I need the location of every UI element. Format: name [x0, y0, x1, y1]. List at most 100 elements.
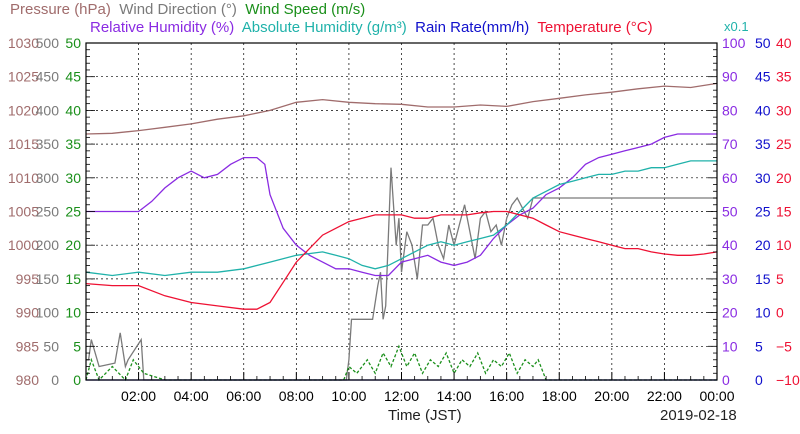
- rain-rate-tick-label: 30: [755, 170, 771, 186]
- pressure-tick-label: 1000: [8, 237, 39, 253]
- tick-labels: 02:00 04:00 06:00 08:00 10:00 12:00 14:00 16:00…: [8, 35, 800, 404]
- wind-speed-tick-label: 10: [65, 305, 81, 321]
- temperature-tick-label: 10: [776, 237, 792, 253]
- temperature-tick-label: −10: [776, 372, 800, 388]
- wind-direction-tick-label: 300: [36, 170, 60, 186]
- gridlines: [86, 43, 717, 380]
- x-axis-title: Time (JST): [388, 407, 462, 424]
- rain-rate-tick-label: 10: [755, 305, 771, 321]
- relative-humidity-tick-label: 0: [722, 372, 730, 388]
- wind-direction-tick-label: 100: [36, 305, 60, 321]
- wind-speed-tick-label: 45: [65, 69, 81, 85]
- wind-direction-tick-label: 500: [36, 35, 60, 51]
- series-pressure-hpa: [85, 82, 718, 135]
- pressure-tick-label: 1030: [8, 35, 39, 51]
- x-tick-label: 04:00: [174, 388, 209, 404]
- rain-rate-tick-label: 35: [755, 136, 771, 152]
- pressure-tick-label: 1005: [8, 204, 39, 220]
- rain-rate-tick-label: 0: [755, 372, 763, 388]
- relative-humidity-tick-label: 70: [722, 136, 738, 152]
- x-tick-label: 18:00: [542, 388, 577, 404]
- wind-speed-tick-label: 15: [65, 271, 81, 287]
- x-tick-label: 06:00: [226, 388, 261, 404]
- legend-row-2: Relative Humidity (%) Absolute Humidity …: [90, 19, 653, 36]
- series-lines: [85, 82, 718, 382]
- x-tick-label: 20:00: [594, 388, 629, 404]
- wind-speed-tick-label: 40: [65, 102, 81, 118]
- rain-rate-tick-label: 20: [755, 237, 771, 253]
- wind-direction-tick-label: 350: [36, 136, 60, 152]
- ah-scale-note: x0.1: [724, 19, 749, 34]
- wind-direction-tick-label: 200: [36, 237, 60, 253]
- temperature-tick-label: 5: [776, 271, 784, 287]
- wind-direction-tick-label: 150: [36, 271, 60, 287]
- relative-humidity-tick-label: 100: [722, 35, 746, 51]
- wind-speed-tick-label: 5: [73, 338, 81, 354]
- series-temperature-c: [85, 210, 718, 310]
- wind-direction-tick-label: 0: [51, 372, 59, 388]
- temperature-tick-label: 35: [776, 69, 792, 85]
- legend-row-1: Pressure (hPa) Wind Direction (°) Wind S…: [10, 1, 365, 18]
- wind-speed-tick-label: 30: [65, 170, 81, 186]
- wind-speed-tick-label: 25: [65, 204, 81, 220]
- legend-wind-direction: Wind Direction (°): [119, 1, 237, 18]
- rain-rate-tick-label: 15: [755, 271, 771, 287]
- x-tick-label: 12:00: [384, 388, 419, 404]
- temperature-tick-label: 40: [776, 35, 792, 51]
- relative-humidity-tick-label: 90: [722, 69, 738, 85]
- legend-wind-speed: Wind Speed (m/s): [245, 1, 366, 18]
- series-relative-humidity: [86, 133, 717, 277]
- x-tick-label: 22:00: [647, 388, 682, 404]
- relative-humidity-tick-label: 80: [722, 102, 738, 118]
- legend-absolute-humidity: Absolute Humidity (g/m³): [241, 19, 407, 36]
- wind-speed-tick-label: 20: [65, 237, 81, 253]
- legend-relative-humidity: Relative Humidity (%): [90, 19, 235, 36]
- rain-rate-tick-label: 5: [755, 338, 763, 354]
- wind-direction-tick-label: 450: [36, 69, 60, 85]
- relative-humidity-tick-label: 20: [722, 305, 738, 321]
- rain-rate-tick-label: 45: [755, 69, 771, 85]
- wind-direction-tick-label: 250: [36, 204, 60, 220]
- temperature-tick-label: −5: [776, 338, 792, 354]
- wind-speed-tick-label: 35: [65, 136, 81, 152]
- pressure-tick-label: 1020: [8, 102, 39, 118]
- x-tick-label: 08:00: [279, 388, 314, 404]
- pressure-tick-label: 1025: [8, 69, 39, 85]
- rain-rate-tick-label: 25: [755, 204, 771, 220]
- wind-speed-tick-label: 0: [73, 372, 81, 388]
- temperature-tick-label: 20: [776, 170, 792, 186]
- pressure-tick-label: 995: [16, 271, 40, 287]
- x-tick-label: 02:00: [121, 388, 156, 404]
- pressure-tick-label: 985: [16, 338, 40, 354]
- series-absolute-humidity-g-m: [85, 160, 717, 277]
- pressure-tick-label: 980: [16, 372, 40, 388]
- relative-humidity-tick-label: 40: [722, 237, 738, 253]
- pressure-tick-label: 990: [16, 305, 40, 321]
- relative-humidity-tick-label: 10: [722, 338, 738, 354]
- series-wind-speed-m-s: [85, 344, 717, 382]
- relative-humidity-tick-label: 50: [722, 204, 738, 220]
- wind-direction-tick-label: 400: [36, 102, 60, 118]
- legend-pressure: Pressure (hPa): [10, 1, 111, 18]
- x-tick-label: 00:00: [699, 388, 734, 404]
- ticks: [86, 42, 718, 381]
- legend-rain-rate: Rain Rate(mm/h): [415, 19, 530, 36]
- temperature-tick-label: 0: [776, 305, 784, 321]
- wind-speed-tick-label: 50: [65, 35, 81, 51]
- relative-humidity-tick-label: 60: [722, 170, 738, 186]
- rain-rate-tick-label: 40: [755, 102, 771, 118]
- wind-direction-tick-label: 50: [43, 338, 59, 354]
- relative-humidity-tick-label: 30: [722, 271, 738, 287]
- series-wind-direction: [86, 167, 717, 381]
- pressure-tick-label: 1010: [8, 170, 39, 186]
- temperature-tick-label: 30: [776, 102, 792, 118]
- rain-rate-tick-label: 50: [755, 35, 771, 51]
- legend-temperature: Temperature (°C): [537, 19, 653, 36]
- temperature-tick-label: 15: [776, 204, 792, 220]
- pressure-tick-label: 1015: [8, 136, 39, 152]
- temperature-tick-label: 25: [776, 136, 792, 152]
- x-tick-label: 14:00: [437, 388, 472, 404]
- date-label: 2019-02-18: [660, 407, 737, 424]
- x-tick-label: 10:00: [331, 388, 366, 404]
